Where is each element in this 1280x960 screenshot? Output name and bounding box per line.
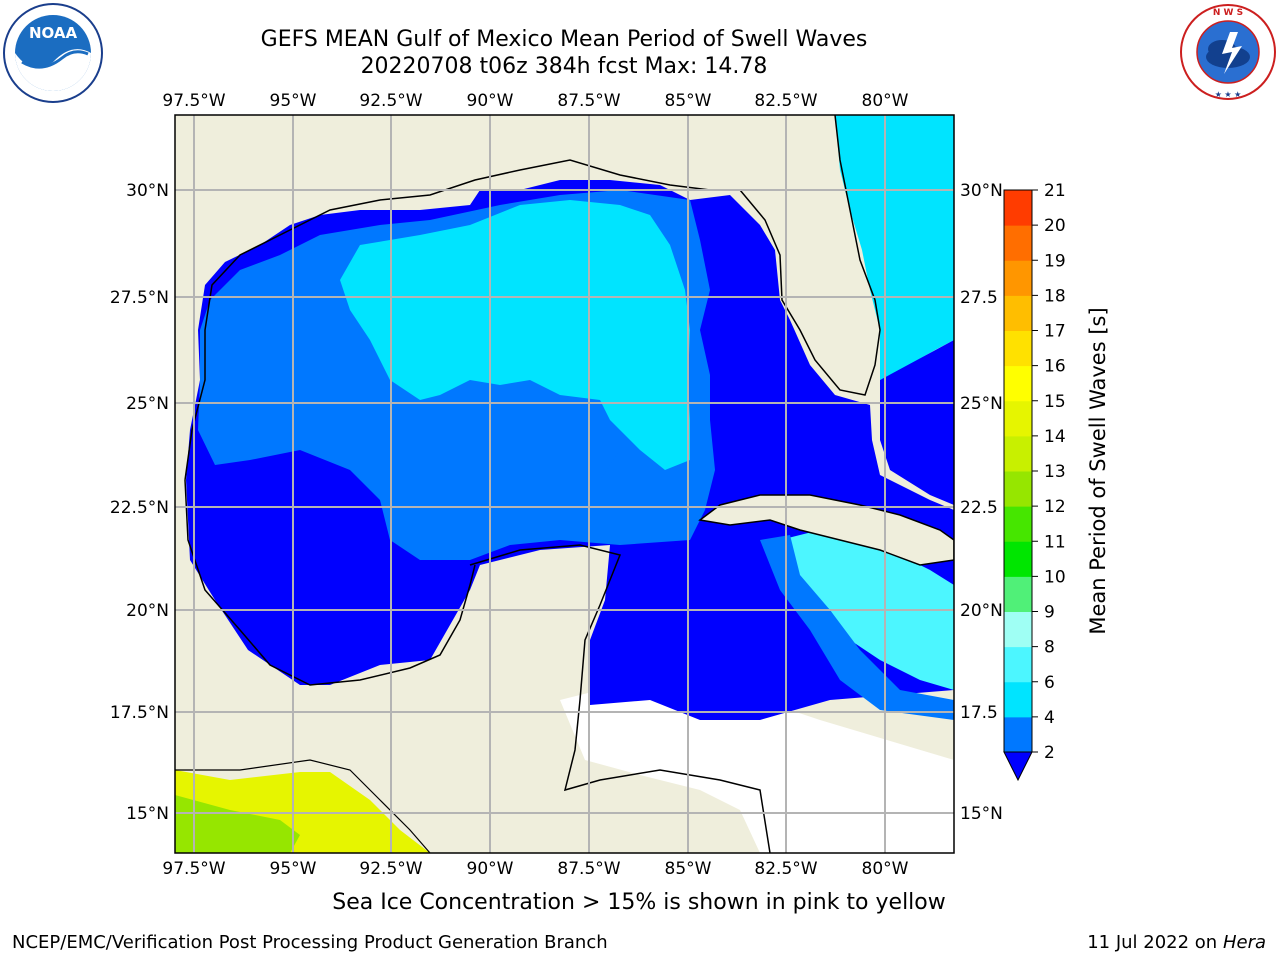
colorbar-tick-label: 4 [1044, 708, 1055, 728]
colorbar-tick-label: 20 [1044, 216, 1066, 236]
lon-label: 82.5°W [754, 859, 817, 879]
map-area [175, 115, 954, 853]
lon-label: 87.5°W [557, 91, 620, 111]
lon-label: 97.5°W [162, 859, 225, 879]
colorbar-tick-label: 9 [1044, 603, 1055, 623]
colorbar-segment [1004, 576, 1032, 612]
colorbar-segment [1004, 681, 1032, 718]
colorbar-tick-label: 6 [1044, 673, 1055, 693]
svg-text:★ ★ ★: ★ ★ ★ [1215, 90, 1242, 99]
lat-label: 27.5 [960, 288, 998, 308]
colorbar-segment [1004, 611, 1032, 648]
lat-label: 25°N [126, 394, 169, 414]
lon-label: 85°W [665, 91, 712, 111]
colorbar-segment [1004, 716, 1032, 753]
lat-label: 27.5°N [110, 288, 169, 308]
map-frame [174, 114, 955, 854]
lon-label: 95°W [270, 859, 317, 879]
colorbar-segment [1004, 400, 1032, 437]
colorbar-tick-label: 19 [1044, 251, 1066, 271]
footer-host: Hera [1222, 932, 1266, 953]
colorbar-tick-label: 14 [1044, 427, 1066, 447]
grid-lines [175, 115, 954, 853]
colorbar: 2 4 6 8 9 10 11 12 13 14 15 16 17 18 19 20 21 [1003, 181, 1066, 782]
pacific-coastline [175, 759, 431, 853]
colorbar-tick-label: 12 [1044, 497, 1066, 517]
lat-label: 25°N [960, 394, 1003, 414]
lat-label: 20°N [960, 601, 1003, 621]
mexico-coastline [184, 479, 476, 686]
lon-label: 95°W [270, 91, 317, 111]
lat-label: 30°N [960, 181, 1003, 201]
lon-labels-bottom: 97.5°W 95°W 92.5°W 90°W 87.5°W 85°W 82.5… [162, 859, 908, 879]
lon-label: 97.5°W [162, 91, 225, 111]
colorbar-tick-label: 21 [1044, 181, 1066, 201]
lat-label: 15°N [960, 804, 1003, 824]
colorbar-segment [1004, 506, 1032, 542]
colorbar-tick-label: 15 [1044, 392, 1066, 412]
lat-label: 22.5°N [110, 498, 169, 518]
colorbar-segment [1004, 330, 1032, 367]
lat-label: 15°N [126, 804, 169, 824]
yucatan-coast [469, 544, 771, 853]
noaa-logo: NOAA [2, 2, 104, 108]
colorbar-tick-label: 13 [1044, 462, 1066, 482]
colorbar-tick-label: 16 [1044, 357, 1066, 377]
caribbean-blue-edge [760, 535, 954, 720]
pacific-swell-green [175, 795, 300, 853]
lon-label: 85°W [665, 859, 712, 879]
lon-label: 87.5°W [557, 859, 620, 879]
colorbar-tick-label: 17 [1044, 322, 1066, 342]
colorbar-label: Mean Period of Swell Waves [s] [1086, 307, 1110, 634]
atlantic-cyan [835, 115, 954, 380]
footer-date: 11 Jul 2022 on Hera [1087, 932, 1266, 953]
lon-labels-top: 97.5°W 95°W 92.5°W 90°W 87.5°W 85°W 82.5… [162, 91, 908, 111]
colorbar-tick-label: 2 [1044, 743, 1055, 763]
colorbar-segment [1004, 471, 1032, 507]
lat-label: 17.5 [960, 703, 998, 723]
footer-date-text: 11 Jul 2022 on [1087, 932, 1223, 953]
lon-label: 82.5°W [754, 91, 817, 111]
swell-core-4-6-lower [380, 390, 620, 480]
lat-labels-left: 30°N 27.5°N 25°N 22.5°N 20°N 17.5°N 15°N [110, 181, 169, 824]
colorbar-tick-label: 18 [1044, 286, 1066, 306]
noaa-logo-text: NOAA [29, 24, 78, 42]
colorbar-segment [1004, 646, 1032, 683]
lon-label: 90°W [467, 859, 514, 879]
nws-logo: N W S ★ ★ ★ [1178, 2, 1278, 106]
chart-subtitle-forecast: 20220708 t06z 384h fcst Max: 14.78 [360, 54, 768, 79]
lon-label: 90°W [467, 91, 514, 111]
lon-label: 80°W [862, 91, 909, 111]
colorbar-tick-label: 8 [1044, 638, 1055, 658]
sea-ice-note: Sea Ice Concentration > 15% is shown in … [332, 890, 946, 915]
chart-title: GEFS MEAN Gulf of Mexico Mean Period of … [260, 27, 868, 52]
footer-credit: NCEP/EMC/Verification Post Processing Pr… [12, 932, 608, 953]
colorbar-segment [1004, 435, 1032, 472]
atlantic-dark-patch [880, 340, 954, 505]
lon-label: 92.5°W [359, 91, 422, 111]
lon-label: 92.5°W [359, 859, 422, 879]
colorbar-extend-triangle [1003, 751, 1033, 782]
colorbar-tick-label: 11 [1044, 532, 1066, 552]
lat-label: 20°N [126, 601, 169, 621]
colorbar-tick-label: 10 [1044, 567, 1066, 587]
colorbar-segment [1004, 190, 1032, 226]
colorbar-segment [1004, 295, 1032, 331]
lat-label: 22.5 [960, 498, 998, 518]
colorbar-segment [1004, 260, 1032, 296]
lat-label: 30°N [126, 181, 169, 201]
lat-label: 17.5°N [110, 703, 169, 723]
lat-labels-right: 30°N 27.5 25°N 22.5 20°N 17.5 15°N [960, 181, 1003, 824]
colorbar-segment [1004, 225, 1032, 261]
colorbar-segment [1004, 541, 1032, 577]
lon-label: 80°W [862, 859, 909, 879]
svg-text:N W S: N W S [1213, 8, 1243, 18]
colorbar-segment [1004, 365, 1032, 402]
